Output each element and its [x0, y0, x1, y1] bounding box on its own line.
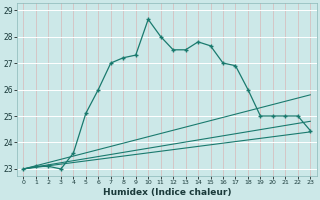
X-axis label: Humidex (Indice chaleur): Humidex (Indice chaleur)	[103, 188, 231, 197]
